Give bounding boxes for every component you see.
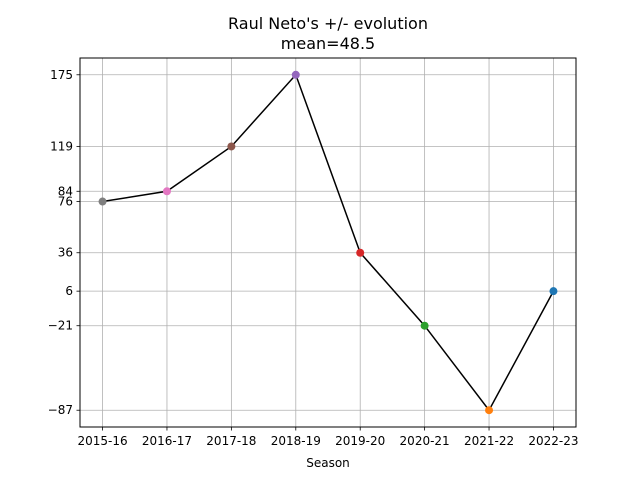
y-tick-label: 84 xyxy=(58,184,73,198)
x-tick-label: 2019-20 xyxy=(335,434,385,448)
data-point xyxy=(485,406,494,415)
chart-title: Raul Neto's +/- evolution xyxy=(228,14,428,33)
data-point xyxy=(162,187,171,196)
data-point xyxy=(227,142,236,151)
x-tick-label: 2020-21 xyxy=(400,434,450,448)
data-point xyxy=(356,248,365,257)
data-point xyxy=(420,321,429,330)
data-series xyxy=(98,70,558,415)
x-axis-label: Season xyxy=(306,456,350,470)
y-tick-label: 175 xyxy=(50,68,73,82)
y-tick-label: −87 xyxy=(48,403,73,417)
y-tick-label: 6 xyxy=(65,284,73,298)
plot-frame xyxy=(79,57,577,428)
x-tick-label: 2016-17 xyxy=(142,434,192,448)
data-point xyxy=(98,197,107,206)
data-point xyxy=(291,70,300,79)
x-tick-label: 2022-23 xyxy=(528,434,578,448)
x-tick-label: 2021-22 xyxy=(464,434,514,448)
x-tick-label: 2018-19 xyxy=(271,434,321,448)
y-tick-label: 76 xyxy=(58,195,73,209)
axis-ticks: 2015-16 2016-17 2017-18 2018-19 2019-20 2020-… xyxy=(48,68,579,448)
data-point xyxy=(549,287,558,296)
y-tick-label: 36 xyxy=(58,246,73,260)
y-tick-label: 119 xyxy=(50,139,73,153)
chart-subtitle: mean=48.5 xyxy=(281,34,375,53)
x-tick-label: 2015-16 xyxy=(77,434,127,448)
series-line xyxy=(102,73,555,412)
y-tick-label: −21 xyxy=(48,319,73,333)
x-tick-label: 2017-18 xyxy=(206,434,256,448)
